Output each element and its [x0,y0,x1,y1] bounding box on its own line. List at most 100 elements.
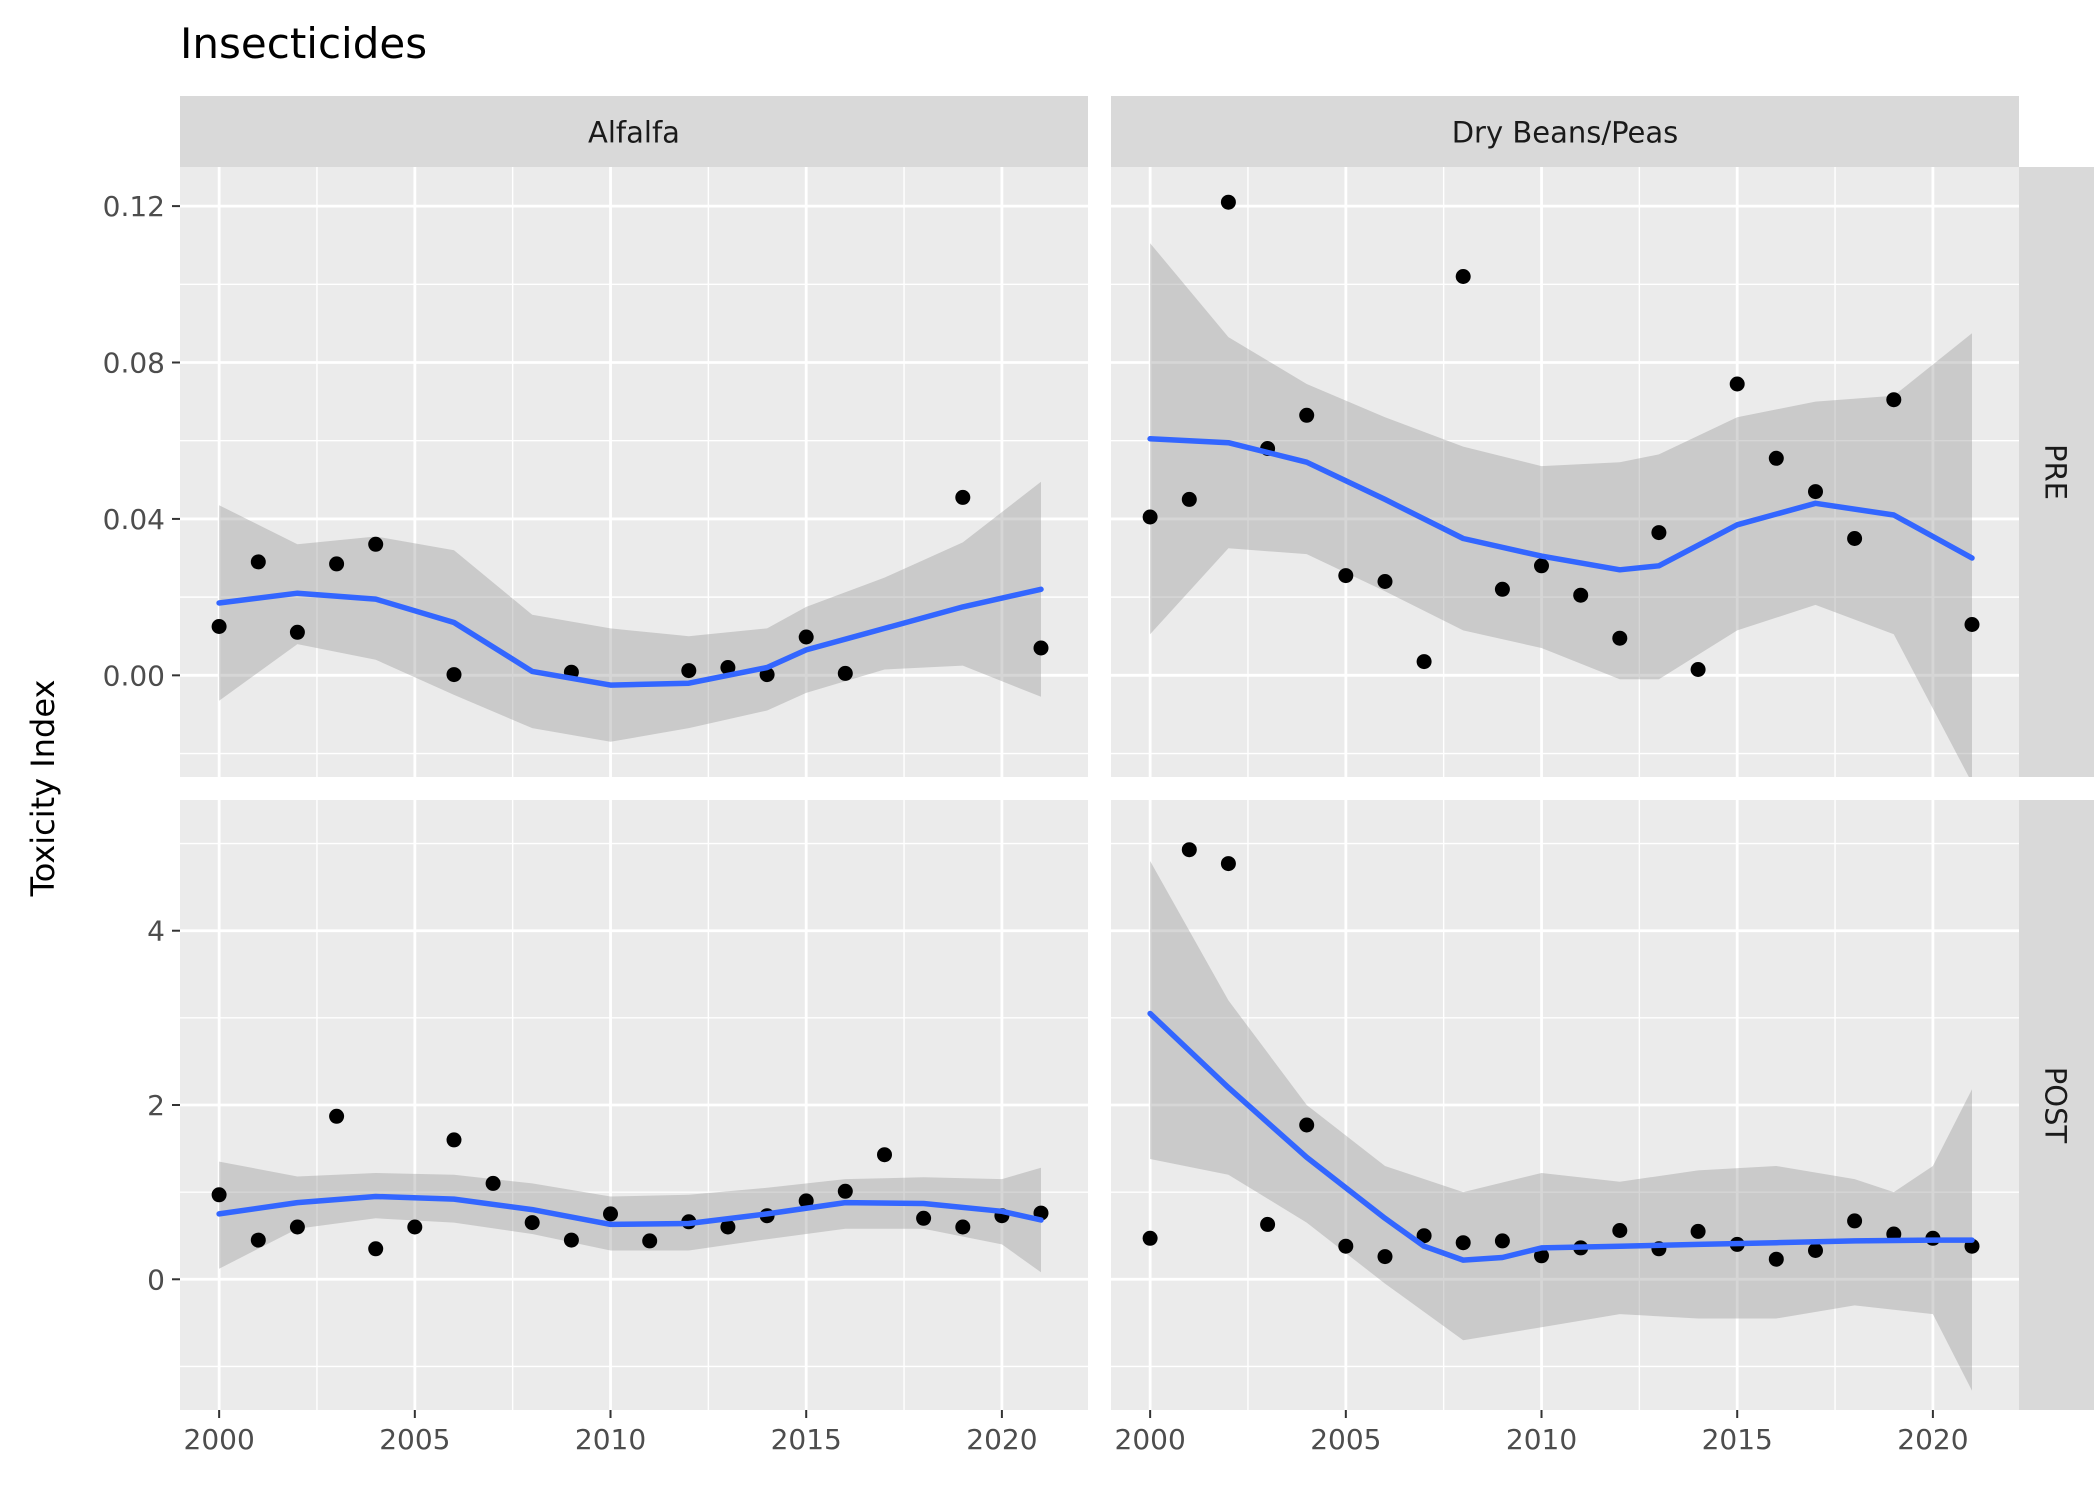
data-point [955,1219,971,1235]
x-tick-label: 2015 [1702,1423,1773,1456]
data-point [563,1232,579,1248]
data-point [1033,640,1049,656]
data-point [1690,662,1706,677]
smooth-line [1147,1010,1975,1263]
y-tick-label: 0.12 [103,190,165,223]
x-tick-label: 2000 [184,1423,255,1456]
data-point [329,556,345,572]
data-point [1612,1223,1628,1238]
panel-dry-beans-peas-post [1111,800,2019,1410]
x-tick-label: 2010 [575,1423,646,1456]
data-point [1690,1223,1706,1239]
panel-marks [1142,194,1980,777]
data-point [524,1215,540,1231]
panel-marks [1142,842,1980,1391]
data-point [1455,269,1471,284]
data-point [1181,491,1197,507]
data-point [1494,581,1510,597]
data-point [1299,1117,1315,1133]
facet-strip-pre [2019,167,2094,777]
data-point [1729,376,1745,392]
data-point [1534,558,1549,574]
x-tick-label: 2005 [1310,1423,1381,1456]
panel-marks [211,1108,1049,1273]
data-point [407,1219,423,1235]
chart-panels [180,167,2019,1410]
x-tick-label: 2020 [1897,1423,1968,1456]
y-tick-label: 0 [147,1263,165,1296]
data-point [1651,525,1667,541]
data-point [1377,574,1393,589]
smooth-line [1147,436,1975,573]
y-tick-label: 0.08 [103,347,165,380]
data-point [1416,1228,1432,1244]
y-tick-label: 2 [147,1089,165,1122]
chart-axes: 0.00 0.04 0.08 0.12 0 2 4 2000 2005 2010 2015 2020 2… [103,190,1969,1456]
data-point [1377,1249,1393,1265]
data-point [1534,1248,1549,1264]
facet-strip-alfalfa [180,96,1088,167]
data-point [877,1147,892,1163]
data-point [1808,1243,1823,1258]
data-point [446,667,462,683]
data-point [1142,509,1158,525]
facet-strip-label-dry-beans-peas: Dry Beans/Peas [1452,116,1679,150]
data-point [1181,842,1197,858]
facet-column-strips: Alfalfa Dry Beans/Peas [180,96,2019,167]
data-point [1847,1213,1863,1229]
data-point [211,619,227,634]
chart-title: Insecticides [180,19,427,68]
facet-strip-label-pre: PRE [2039,444,2073,500]
panel-marks [211,481,1049,742]
data-point [289,624,305,640]
data-point [1299,407,1315,423]
data-point [1886,392,1902,408]
data-point [368,1241,384,1257]
data-point [837,1183,853,1199]
data-point [485,1175,501,1191]
panel-alfalfa-pre [180,167,1088,777]
data-point [642,1233,658,1249]
smooth-line [216,1193,1044,1228]
smooth-line [216,586,1044,688]
y-tick-label: 0.04 [103,503,165,536]
data-point [1338,568,1354,584]
data-point [211,1187,227,1203]
y-tick-label: 4 [147,915,165,948]
x-tick-label: 2005 [379,1423,450,1456]
data-point [1847,531,1863,546]
data-point [1573,587,1589,603]
data-point [916,1210,932,1226]
data-point [1338,1238,1354,1254]
confidence-band [1150,243,1972,777]
x-tick-label: 2020 [966,1423,1037,1456]
data-point [446,1132,462,1148]
data-point [1768,1251,1784,1267]
data-point [1612,630,1628,646]
data-point [1142,1230,1158,1246]
x-tick-label: 2010 [1506,1423,1577,1456]
data-point [1808,484,1823,500]
data-point [1494,1233,1510,1249]
facet-strip-dry-beans-peas [1111,96,2019,167]
data-point [1260,1216,1276,1232]
facet-row-strips: PRE POST [2019,167,2094,1410]
data-point [681,663,697,679]
x-tick-label: 2015 [771,1423,842,1456]
data-point [1220,856,1236,872]
confidence-band [219,1161,1042,1273]
y-axis-title: Toxicity Index [24,680,62,898]
facet-strip-post [2019,800,2094,1410]
data-point [603,1206,618,1222]
data-point [1416,654,1432,670]
panel-alfalfa-post [180,800,1088,1410]
data-point [1220,194,1236,210]
data-point [250,554,266,570]
data-point [720,660,736,675]
panel-dry-beans-peas-pre [1111,167,2019,777]
confidence-band [1150,861,1972,1391]
x-tick-label: 2000 [1115,1423,1186,1456]
data-point [329,1108,345,1124]
data-point [1964,617,1980,632]
